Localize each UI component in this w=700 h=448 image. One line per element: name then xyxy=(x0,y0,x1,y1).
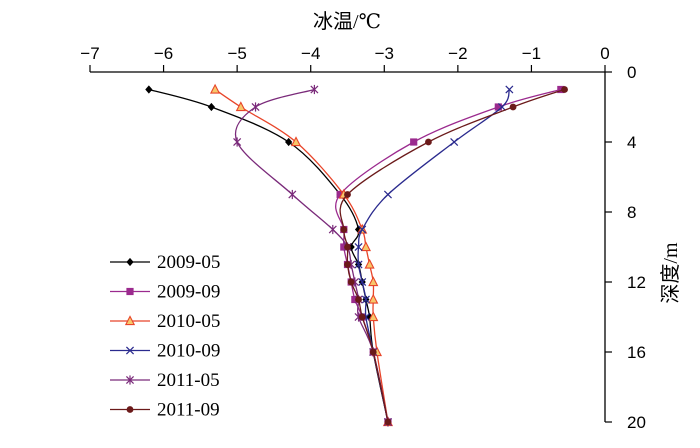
data-point xyxy=(145,85,153,94)
series-layer xyxy=(145,83,568,427)
legend-label: 2010-09 xyxy=(157,341,220,362)
data-point xyxy=(509,103,517,111)
data-point xyxy=(358,225,367,234)
x-axis-label: 冰温/℃ xyxy=(313,10,381,33)
data-point xyxy=(360,241,371,252)
data-point xyxy=(347,278,355,286)
legend-item: 2009-09 xyxy=(110,282,220,303)
data-point xyxy=(235,101,246,112)
legend-item: 2011-09 xyxy=(110,400,220,421)
data-point xyxy=(310,84,319,95)
data-point xyxy=(354,242,363,252)
legend-marker xyxy=(126,257,134,267)
data-point xyxy=(328,224,337,235)
data-point xyxy=(410,138,418,146)
data-point xyxy=(207,102,215,112)
data-point xyxy=(425,138,432,146)
legend-label: 2010-05 xyxy=(157,311,220,332)
y-tick-label: 12 xyxy=(627,273,646,292)
x-tick-label: −1 xyxy=(522,44,541,63)
legend-label: 2011-09 xyxy=(157,400,220,421)
data-point xyxy=(251,102,260,112)
series-line xyxy=(214,88,389,423)
legend-marker xyxy=(125,375,135,385)
data-point xyxy=(209,83,221,94)
data-point xyxy=(344,191,351,198)
data-point xyxy=(369,348,377,356)
x-tick-label: 0 xyxy=(600,44,609,63)
data-point xyxy=(285,137,293,147)
data-point xyxy=(383,190,392,199)
legend-label: 2009-09 xyxy=(157,282,220,303)
legend-item: 2010-09 xyxy=(110,341,220,362)
data-point xyxy=(288,189,297,200)
data-point xyxy=(340,243,348,251)
y-tick-label: 20 xyxy=(627,413,646,432)
legend-marker xyxy=(126,406,134,413)
legend-item: 2009-05 xyxy=(110,252,220,273)
data-point xyxy=(557,85,565,94)
data-point xyxy=(368,276,379,287)
data-point xyxy=(364,258,375,269)
x-tick-label: −2 xyxy=(448,44,467,63)
x-tick-label: −4 xyxy=(301,44,320,63)
series-line xyxy=(234,88,389,423)
legend-label: 2009-05 xyxy=(157,252,220,273)
data-point xyxy=(368,293,379,304)
y-axis-label: 深度/m xyxy=(659,242,682,304)
data-point xyxy=(384,418,392,426)
data-point xyxy=(344,243,351,251)
data-point xyxy=(361,295,370,304)
data-point xyxy=(368,311,379,322)
data-point xyxy=(351,295,359,304)
series-2011-09 xyxy=(339,86,568,426)
data-point xyxy=(358,277,367,287)
legend-marker xyxy=(124,315,136,326)
y-tick-label: 16 xyxy=(627,343,646,362)
legend-marker xyxy=(125,346,135,355)
data-point xyxy=(505,85,514,94)
y-tick-label: 0 xyxy=(627,63,636,82)
x-tick-label: −6 xyxy=(154,44,173,63)
y-tick-label: 8 xyxy=(627,203,636,222)
data-point xyxy=(358,313,366,321)
data-point xyxy=(561,86,568,93)
data-point xyxy=(354,260,363,269)
data-point xyxy=(340,226,348,233)
data-point xyxy=(355,296,362,303)
data-point xyxy=(336,190,344,199)
y-tick-label: 4 xyxy=(627,133,636,152)
series-2010-05 xyxy=(209,83,394,427)
axes: −7 −6 −5 −4 −3 −2 −1 00 4 8 12 16 20 xyxy=(80,44,646,432)
data-point xyxy=(290,136,302,147)
data-point xyxy=(450,137,459,147)
data-point xyxy=(233,137,242,147)
x-tick-label: −7 xyxy=(80,44,99,63)
legend: 2009-05 2009-09 2010-05 2010-09 2011-05 2011-… xyxy=(110,252,220,421)
data-point xyxy=(344,261,351,268)
series-line xyxy=(335,88,562,423)
x-tick-label: −3 xyxy=(375,44,394,63)
x-tick-label: −5 xyxy=(227,44,246,63)
legend-item: 2011-05 xyxy=(110,370,220,391)
legend-marker xyxy=(126,287,134,296)
legend-item: 2010-05 xyxy=(110,311,220,332)
series-2009-09 xyxy=(335,85,565,426)
legend-label: 2011-05 xyxy=(157,370,220,391)
data-point xyxy=(497,102,507,112)
data-point xyxy=(494,103,502,111)
